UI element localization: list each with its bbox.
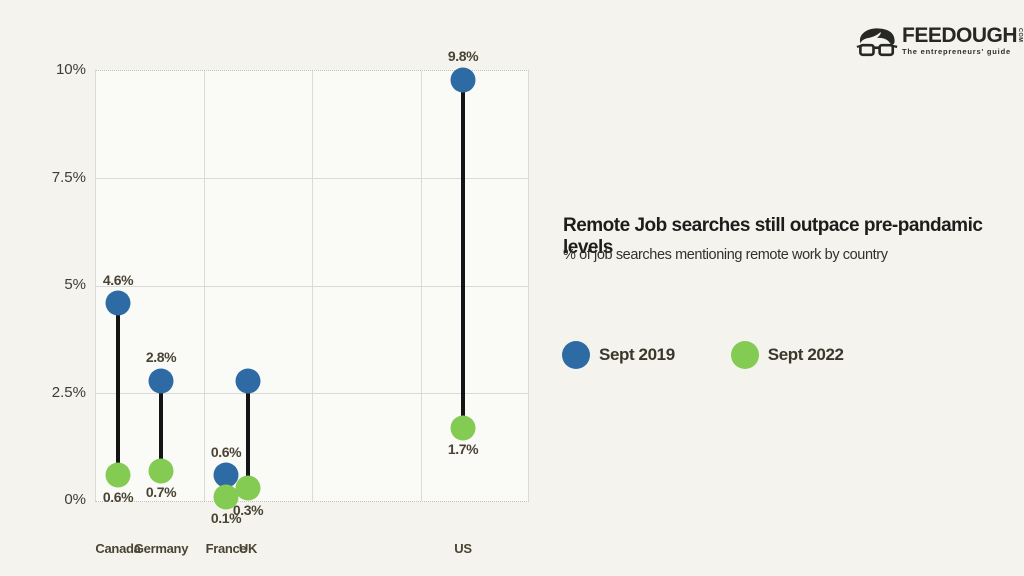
- category-label-us: US: [454, 541, 472, 556]
- legend-swatch-sept-2022-icon: [730, 341, 759, 369]
- y-tick-label: 5%: [64, 276, 86, 293]
- dot-sept-2019-us: [450, 67, 476, 93]
- value-label-france: 0.1%: [210, 510, 242, 527]
- value-label-us: 9.8%: [447, 48, 479, 65]
- brand-name: FEEDOUGH: [902, 24, 1018, 47]
- stem-us: [461, 79, 465, 428]
- value-label-canada: 4.6%: [102, 271, 134, 288]
- feedough-logo: FEEDOUGH COM The entrepreneurs' guide: [856, 24, 1024, 71]
- brand-tagline: The entrepreneurs' guide: [902, 47, 1011, 56]
- value-label-germany: 0.7%: [145, 484, 177, 501]
- stem-germany: [159, 380, 163, 471]
- gridline-vertical: [204, 71, 205, 501]
- y-tick-label: 7.5%: [51, 168, 86, 186]
- legend-label-sept-2019: Sept 2019: [599, 345, 675, 364]
- stem-uk: [246, 380, 250, 489]
- y-axis: 0% 2.5% 5% 7.5% 10%: [0, 61, 86, 508]
- category-label-uk: UK: [238, 541, 258, 556]
- value-label-france: 0.6%: [210, 443, 242, 460]
- dot-sept-2019-france: [213, 462, 239, 488]
- category-label-france: France: [205, 541, 247, 556]
- dot-sept-2022-germany: [148, 458, 174, 484]
- chart-subtitle: % of job searches mentioning remote work…: [563, 247, 888, 263]
- stem-canada: [116, 303, 120, 476]
- value-label-uk: 0.3%: [232, 501, 264, 518]
- y-tick-label: 10%: [55, 61, 86, 78]
- gridline-vertical: [312, 71, 313, 501]
- y-tick-label: 0%: [64, 491, 86, 508]
- dot-sept-2022-uk: [235, 475, 261, 501]
- category-label-germany: Germany: [133, 541, 189, 556]
- value-label-canada: 0.6%: [102, 488, 134, 505]
- y-tick-label: 2.5%: [51, 383, 86, 401]
- dot-sept-2019-uk: [235, 368, 261, 394]
- nerd-face-icon: [856, 26, 898, 71]
- legend-label-sept-2022: Sept 2022: [767, 345, 844, 364]
- legend-item-sept-2022: Sept 2022: [730, 341, 844, 369]
- plot-area: 4.6% 0.6% Canada 2.8% 0.7% Germany 0.6% 0.1% Fra…: [95, 48, 529, 556]
- dot-sept-2022-us: [450, 415, 476, 441]
- legend-swatch-sept-2019-icon: [562, 341, 590, 369]
- legend: Sept 2019 Sept 2022: [562, 341, 844, 369]
- chart-title: Remote Job searches still outpace pre-pa…: [563, 215, 983, 258]
- gridline-vertical: [420, 71, 422, 501]
- category-label-canada: Canada: [95, 541, 141, 556]
- brand-tld: COM: [1017, 28, 1024, 43]
- dot-sept-2019-canada: [105, 290, 131, 316]
- dot-sept-2022-canada: [105, 462, 131, 488]
- legend-item-sept-2019: Sept 2019: [562, 341, 675, 369]
- dot-sept-2022-france: [213, 484, 239, 510]
- value-label-germany: 2.8%: [145, 349, 177, 366]
- dot-sept-2019-germany: [148, 368, 174, 394]
- value-label-us: 1.7%: [447, 441, 479, 458]
